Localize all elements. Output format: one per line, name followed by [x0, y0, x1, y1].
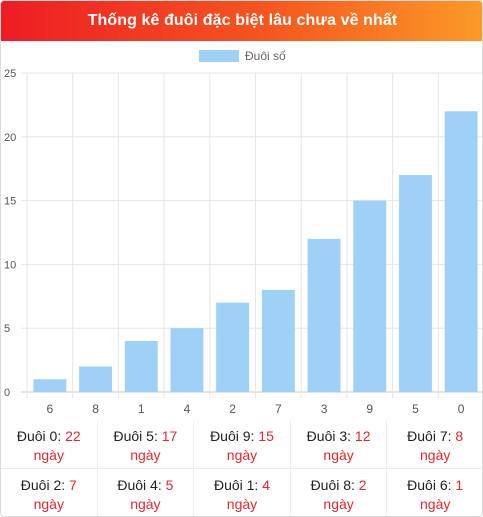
bar [33, 379, 67, 392]
x-tick-label: 5 [412, 402, 419, 416]
stat-label: Đuôi 1: [213, 476, 259, 493]
bar [261, 289, 295, 392]
x-tick-label: 4 [184, 402, 191, 416]
stat-unit: ngày [420, 447, 451, 463]
stat-line: Đuôi 6: 1 [387, 476, 482, 495]
y-tick-label: 5 [4, 323, 10, 335]
stat-cell: Đuôi 2: 7 ngày [1, 469, 98, 516]
stat-line: Đuôi 1: 4 [194, 476, 290, 495]
stat-cell: Đuôi 0: 22 ngày [1, 421, 98, 469]
legend-label: Đuôi số [245, 49, 286, 63]
bar [79, 366, 113, 392]
x-tick-label: 6 [47, 402, 54, 416]
stat-unit: ngày [130, 495, 161, 512]
stat-unit: ngày [323, 495, 354, 512]
stat-value: 12 [351, 428, 371, 444]
x-tick-label: 0 [458, 402, 465, 416]
stat-label: Đuôi 5: [113, 428, 158, 444]
stat-label: Đuôi 4: [117, 476, 162, 493]
stat-line: Đuôi 2: 7 [1, 476, 97, 495]
y-tick-label: 10 [4, 259, 16, 271]
stat-line: Đuôi 9: 15 [194, 427, 290, 446]
stat-cell: Đuôi 4: 5 ngày [98, 469, 195, 516]
stats-table: Đuôi 0: 22 ngày Đuôi 5: 17 ngày Đuôi 9: 15 ng… [1, 421, 482, 517]
bar [398, 175, 432, 392]
y-tick-label: 15 [4, 196, 16, 208]
y-tick-label: 0 [4, 387, 10, 399]
stat-line: Đuôi 3: 12 [291, 427, 387, 446]
stat-line: Đuôi 5: 17 [98, 427, 194, 446]
bar [307, 238, 341, 392]
stat-cell: Đuôi 8: 2 ngày [291, 469, 388, 516]
bar [353, 200, 387, 392]
x-tick-label: 1 [138, 402, 145, 416]
stat-value: 4 [258, 476, 270, 493]
y-tick-label: 20 [4, 132, 16, 144]
bar [216, 302, 250, 392]
x-tick-label: 9 [366, 402, 373, 416]
stat-label: Đuôi 8: [310, 476, 355, 493]
stat-label: Đuôi 0: [16, 428, 62, 444]
bar [124, 340, 158, 392]
stat-cell: Đuôi 5: 17 ngày [97, 421, 195, 469]
stat-label: Đuôi 3: [306, 428, 352, 444]
stat-unit: ngày [130, 447, 161, 463]
y-tick-label: 25 [4, 68, 16, 80]
stat-line: Đuôi 4: 5 [98, 476, 194, 495]
stat-label: Đuôi 6: [407, 476, 452, 493]
stat-unit: ngày [420, 495, 451, 512]
stat-cell: Đuôi 9: 15 ngày [194, 421, 291, 469]
x-tick-label: 8 [92, 402, 99, 416]
stat-line: Đuôi 7: 8 [387, 427, 482, 446]
stat-value: 22 [61, 428, 81, 444]
stat-cell: Đuôi 6: 1 ngày [387, 470, 482, 517]
stat-value: 5 [161, 476, 174, 493]
x-tick-label: 3 [321, 402, 328, 416]
stat-value: 2 [354, 476, 367, 493]
stat-cell: Đuôi 7: 8 ngày [387, 421, 482, 469]
stat-unit: ngày [323, 447, 354, 463]
stat-value: 1 [451, 476, 464, 493]
stat-value: 7 [65, 476, 77, 493]
stat-line: Đuôi 0: 22 [1, 427, 97, 446]
x-tick-label: 7 [275, 402, 282, 416]
stat-unit: ngày [33, 495, 64, 512]
stat-label: Đuôi 2: [20, 476, 66, 493]
stat-unit: ngày [226, 495, 258, 512]
stat-value: 15 [254, 428, 274, 444]
header-bar: Thống kê đuôi đặc biệt lâu chưa về nhất [1, 1, 482, 41]
page-title: Thống kê đuôi đặc biệt lâu chưa về nhất [87, 12, 398, 29]
stat-unit: ngày [226, 447, 258, 463]
bar-chart: Đuôi số 0 5 10 15 20 25 6 8 1 4 2 7 3 9 5 0 [4, 49, 482, 416]
stat-value: 8 [451, 428, 464, 444]
bar [170, 328, 204, 392]
stat-cell: Đuôi 3: 12 ngày [290, 421, 388, 469]
stat-label: Đuôi 7: [407, 428, 452, 444]
stat-line: Đuôi 8: 2 [291, 476, 387, 495]
stat-cell: Đuôi 1: 4 ngày [194, 469, 291, 516]
stat-unit: ngày [33, 447, 64, 463]
legend-swatch [199, 50, 239, 62]
x-tick-label: 2 [229, 402, 236, 416]
bar [444, 111, 478, 392]
stat-label: Đuôi 9: [210, 428, 255, 444]
stat-value: 17 [157, 428, 178, 444]
